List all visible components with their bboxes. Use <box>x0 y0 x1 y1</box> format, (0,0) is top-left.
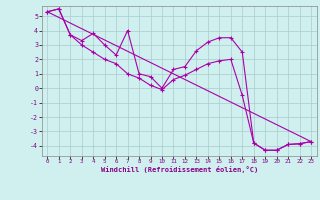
X-axis label: Windchill (Refroidissement éolien,°C): Windchill (Refroidissement éolien,°C) <box>100 166 258 173</box>
